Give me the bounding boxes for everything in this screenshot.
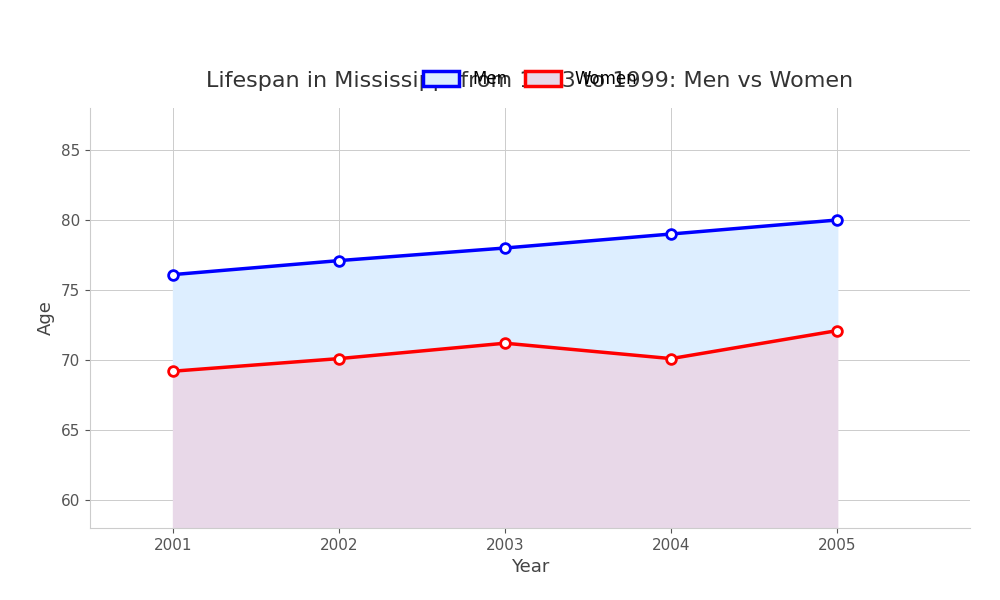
Y-axis label: Age: Age [37, 301, 55, 335]
Legend: Men, Women: Men, Women [414, 62, 646, 97]
X-axis label: Year: Year [511, 558, 549, 576]
Title: Lifespan in Mississippi from 1963 to 1999: Men vs Women: Lifespan in Mississippi from 1963 to 199… [206, 71, 854, 91]
